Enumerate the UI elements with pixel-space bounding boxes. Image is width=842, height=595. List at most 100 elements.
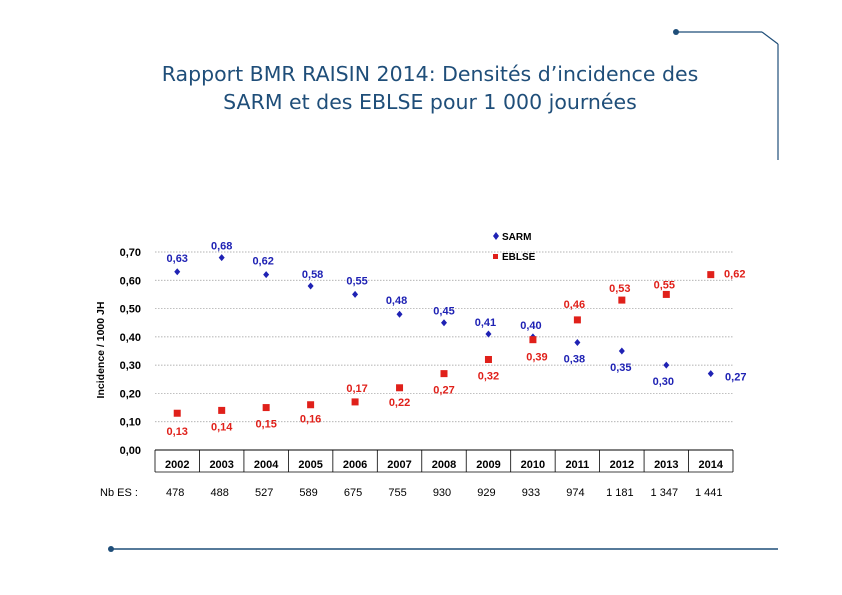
nb-es-value: 478 <box>166 487 184 499</box>
y-tick-label: 0,20 <box>120 388 141 400</box>
sarm-point <box>663 361 670 369</box>
eblse-point <box>218 406 226 414</box>
sarm-data-label: 0,45 <box>433 306 454 318</box>
legend-sarm-marker <box>493 232 499 240</box>
eblse-point <box>707 271 715 279</box>
nb-es-value: 929 <box>477 487 495 499</box>
x-tick-label: 2004 <box>254 459 279 471</box>
eblse-point <box>262 404 270 412</box>
sarm-data-label: 0,35 <box>610 362 631 374</box>
eblse-point <box>351 398 359 406</box>
top-decor-corner <box>761 31 779 45</box>
nb-es-row: 478 488 527 589 675 755 930 929 933 974 1 181 1 347… <box>166 487 722 499</box>
x-tick-label: 2007 <box>387 459 411 471</box>
x-tick-label: 2008 <box>432 459 456 471</box>
eblse-data-label: 0,62 <box>724 269 745 281</box>
sarm-data-label: 0,58 <box>302 269 323 281</box>
nb-es-value: 974 <box>566 487 584 499</box>
sarm-data-label: 0,41 <box>475 317 496 329</box>
eblse-data-label: 0,53 <box>609 283 630 295</box>
x-tick-label: 2005 <box>298 459 322 471</box>
eblse-data-label: 0,55 <box>654 279 675 291</box>
y-tick-label: 0,60 <box>120 275 141 287</box>
eblse-point <box>484 355 492 363</box>
sarm-point <box>396 310 403 318</box>
sarm-data-label: 0,68 <box>211 241 232 253</box>
eblse-point <box>529 336 537 344</box>
sarm-data-label: 0,38 <box>564 354 585 366</box>
nb-es-value: 675 <box>344 487 362 499</box>
y-tick-label: 0,40 <box>120 332 141 344</box>
legend: SARM EBLSE <box>493 232 536 263</box>
x-tick-label: 2010 <box>521 459 545 471</box>
axes: 0,00 0,10 0,20 0,30 0,40 0,50 0,60 0,70 2002 2003… <box>120 247 734 473</box>
eblse-data-label: 0,27 <box>433 385 454 397</box>
x-tick-label: 2006 <box>343 459 367 471</box>
sarm-data-label: 0,62 <box>252 256 273 268</box>
y-tick-label: 0,50 <box>120 304 141 316</box>
x-tick-label: 2012 <box>610 459 634 471</box>
eblse-point <box>440 370 448 378</box>
sarm-point <box>352 290 359 298</box>
y-axis-label: Incidence / 1000 JH <box>95 302 107 399</box>
sarm-point <box>174 268 181 276</box>
data-marks: 0,63 0,68 0,62 0,58 0,55 0,48 0,45 0,41 0,40 0,38… <box>167 241 747 439</box>
legend-sarm-label: SARM <box>502 232 531 243</box>
eblse-point <box>662 290 670 298</box>
sarm-data-label: 0,63 <box>167 253 188 265</box>
eblse-point <box>307 401 315 409</box>
eblse-point <box>396 384 404 392</box>
eblse-data-label: 0,32 <box>478 370 499 382</box>
x-tick-label: 2013 <box>654 459 678 471</box>
eblse-data-label: 0,15 <box>255 419 276 431</box>
sarm-point <box>263 271 270 279</box>
eblse-data-label: 0,39 <box>526 352 547 364</box>
page-title: Rapport BMR RAISIN 2014: Densités d’inci… <box>90 60 770 116</box>
eblse-data-label: 0,14 <box>211 421 233 433</box>
sarm-point <box>618 347 625 355</box>
sarm-data-label: 0,40 <box>520 320 541 332</box>
x-tick-label: 2002 <box>165 459 189 471</box>
eblse-data-label: 0,13 <box>167 426 188 438</box>
sarm-data-label: 0,48 <box>386 295 407 307</box>
nb-es-value: 1 441 <box>695 487 723 499</box>
y-tick-label: 0,00 <box>120 445 141 457</box>
nb-es-label: Nb ES : <box>100 487 138 499</box>
nb-es-value: 1 347 <box>651 487 679 499</box>
sarm-data-label: 0,30 <box>653 376 674 388</box>
y-tick-label: 0,30 <box>120 360 141 372</box>
nb-es-value: 589 <box>299 487 317 499</box>
nb-es-value: 1 181 <box>606 487 634 499</box>
x-tick-label: 2009 <box>476 459 500 471</box>
nb-es-value: 930 <box>433 487 451 499</box>
title-line-1: Rapport BMR RAISIN 2014: Densités d’inci… <box>161 62 699 86</box>
eblse-data-label: 0,46 <box>564 299 585 311</box>
legend-eblse-marker <box>493 254 498 259</box>
eblse-point <box>618 296 626 304</box>
eblse-data-label: 0,22 <box>389 397 410 409</box>
sarm-data-label: 0,55 <box>346 275 367 287</box>
x-tick-label: 2014 <box>699 459 724 471</box>
legend-eblse-label: EBLSE <box>502 252 536 263</box>
nb-es-value: 933 <box>522 487 540 499</box>
eblse-point <box>573 316 581 324</box>
title-line-2: SARM et des EBLSE pour 1 000 journées <box>223 90 637 114</box>
nb-es-value: 755 <box>388 487 406 499</box>
sarm-point <box>441 319 447 327</box>
nb-es-value: 527 <box>255 487 273 499</box>
sarm-point <box>574 339 581 347</box>
sarm-point <box>307 282 314 290</box>
y-tick-label: 0,70 <box>120 247 141 259</box>
eblse-point <box>173 409 181 417</box>
nb-es-value: 488 <box>211 487 229 499</box>
x-tick-label: 2003 <box>209 459 233 471</box>
top-decor-dot <box>673 29 679 35</box>
grid-lines <box>155 251 733 423</box>
eblse-data-label: 0,16 <box>300 414 321 426</box>
eblse-data-label: 0,17 <box>346 383 367 395</box>
sarm-point <box>707 370 714 378</box>
x-tick-label: 2011 <box>565 459 589 471</box>
y-tick-label: 0,10 <box>120 417 141 429</box>
